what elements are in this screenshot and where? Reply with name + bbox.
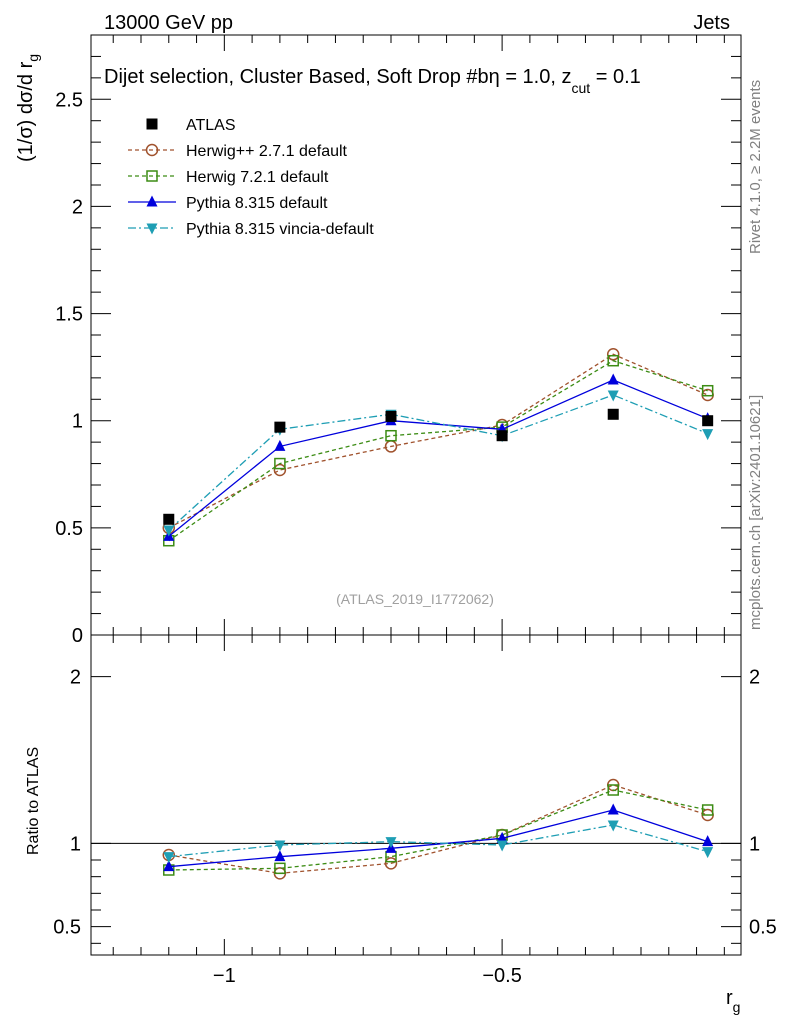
legend-marker-atlas: [146, 118, 158, 130]
series-line-ratio-pythia-8-315-default: [168, 809, 708, 868]
chart-marks: [162, 348, 714, 880]
data-point-ratio-pythia-8-315-vincia-default: [163, 852, 175, 864]
ratio-panel-frame: [90, 634, 742, 956]
series-line-ratio-pythia-8-315-vincia-default: [168, 824, 708, 858]
data-point-main-atlas: [702, 415, 714, 427]
legend-marker-herwig-2-7-1-default: [145, 143, 159, 157]
y-axis-label-main-sub: g: [25, 54, 41, 62]
data-point-ratio-pythia-8-315-vincia-default: [496, 840, 508, 852]
legend-marker-pythia-8-315-vincia-default: [146, 223, 158, 235]
data-point-main-herwig-2-7-1-default: [606, 348, 620, 361]
data-point-ratio-pythia-8-315-vincia-default: [274, 840, 286, 852]
legend-label-herwig-7-2-1-default: Herwig 7.2.1 default: [186, 169, 329, 186]
x-tick-label: −1: [213, 965, 236, 987]
ratio-y-tick-label-right: 2: [749, 667, 760, 689]
analysis-reference: (ATLAS_2019_I1772062): [336, 591, 494, 607]
x-axis-label-text: r: [726, 987, 733, 1009]
main-y-tick-label: 1: [72, 411, 83, 433]
main-y-tick-label: 2.5: [55, 89, 83, 111]
top-left-label: 13000 GeV pp: [104, 12, 233, 34]
data-point-ratio-pythia-8-315-vincia-default: [385, 837, 397, 849]
data-point-main-herwig-7-2-1-default: [607, 354, 619, 367]
data-point-ratio-pythia-8-315-default: [607, 803, 619, 815]
rivet-version-label: Rivet 4.1.0, ≥ 2.2M events: [747, 80, 764, 254]
data-point-ratio-pythia-8-315-vincia-default: [607, 820, 619, 832]
data-point-main-atlas: [385, 410, 397, 422]
legend-label-pythia-8-315-vincia-default: Pythia 8.315 vincia-default: [186, 221, 374, 238]
series-line-main-herwig-7-2-1-default: [168, 360, 708, 542]
series-line-ratio-herwig-2-7-1-default: [168, 784, 708, 874]
data-point-ratio-herwig-7-2-1-default: [274, 862, 286, 875]
data-point-main-atlas: [274, 421, 286, 433]
data-point-ratio-herwig-7-2-1-default: [701, 804, 714, 816]
data-point-main-herwig-2-7-1-default: [273, 463, 287, 477]
x-axis-label: rg: [726, 987, 740, 1015]
main-panel: 0 0.5 1 1.5 2 2.5: [55, 34, 742, 647]
ratio-y-tick-label-left: 2: [70, 667, 81, 689]
data-point-main-atlas: [496, 430, 508, 442]
data-point-ratio-pythia-8-315-vincia-default: [702, 847, 714, 859]
ratio-y-tick-label-left: 1: [70, 833, 81, 855]
data-point-ratio-pythia-8-315-default: [163, 860, 175, 872]
main-y-tick-label: 2: [72, 196, 83, 218]
x-axis-label-sub: g: [733, 999, 741, 1015]
legend-marker-herwig-7-2-1-default: [146, 170, 158, 182]
ratio-y-tick-label-right: 1: [749, 833, 760, 855]
data-point-main-pythia-8-315-default: [274, 439, 286, 451]
plot-title-main: Dijet selection, Cluster Based, Soft Dro…: [104, 66, 489, 88]
data-point-main-herwig-7-2-1-default: [274, 457, 286, 470]
data-point-main-atlas: [163, 513, 175, 525]
y-axis-label-main-text: (1/σ) dσ/d r: [15, 61, 37, 162]
legend-label-atlas: ATLAS: [186, 117, 236, 134]
series-line-ratio-herwig-7-2-1-default: [168, 789, 708, 871]
series-line-main-herwig-2-7-1-default: [168, 353, 708, 529]
data-point-main-herwig-7-2-1-default: [385, 429, 397, 442]
plot-title-tail: = 0.1: [590, 66, 641, 88]
x-tick-label: −0.5: [482, 965, 521, 987]
data-point-main-herwig-7-2-1-default: [701, 384, 714, 397]
series-line-main-pythia-8-315-default: [168, 379, 708, 537]
y-axis-label-main: (1/σ) dσ/d rg: [15, 54, 41, 162]
series-line-main-pythia-8-315-vincia-default: [168, 394, 708, 531]
data-point-main-atlas: [607, 408, 619, 420]
plot-title: Dijet selection, Cluster Based, Soft Dro…: [104, 66, 641, 96]
main-y-tick-label: 0.5: [55, 518, 83, 540]
plot-title-sub: cut: [571, 80, 590, 96]
legend: ATLAS Herwig++ 2.7.1 default Herwig 7.2.1 …: [128, 117, 374, 238]
data-point-main-pythia-8-315-vincia-default: [163, 525, 175, 537]
main-y-tick-label: 1.5: [55, 304, 83, 326]
y-axis-label-ratio: Ratio to ATLAS: [25, 747, 42, 855]
ratio-y-tick-label-right: 0.5: [749, 917, 777, 939]
ratio-y-tick-label-left: 0.5: [53, 917, 81, 939]
data-point-ratio-pythia-8-315-default: [702, 835, 714, 847]
main-y-tick-label: 0: [72, 625, 83, 647]
ratio-panel: −1 −0.5 0.5 0.5 1 1 2 2: [53, 634, 777, 987]
data-point-ratio-herwig-7-2-1-default: [607, 784, 619, 796]
data-point-main-pythia-8-315-vincia-default: [702, 429, 714, 441]
data-point-ratio-herwig-2-7-1-default: [384, 857, 398, 870]
legend-label-pythia-8-315-default: Pythia 8.315 default: [186, 195, 328, 212]
data-point-ratio-pythia-8-315-default: [496, 831, 508, 843]
data-point-main-pythia-8-315-vincia-default: [607, 390, 619, 402]
plot-title-mid: η = 1.0, z: [489, 66, 572, 88]
mcplots-label: mcplots.cern.ch [arXiv:2401.10621]: [747, 395, 764, 630]
data-point-main-pythia-8-315-default: [607, 373, 619, 385]
legend-marker-pythia-8-315-default: [146, 195, 158, 207]
top-right-label: Jets: [693, 12, 730, 34]
legend-label-herwig-2-7-1-default: Herwig++ 2.7.1 default: [186, 143, 348, 160]
data-point-ratio-pythia-8-315-default: [274, 850, 286, 862]
